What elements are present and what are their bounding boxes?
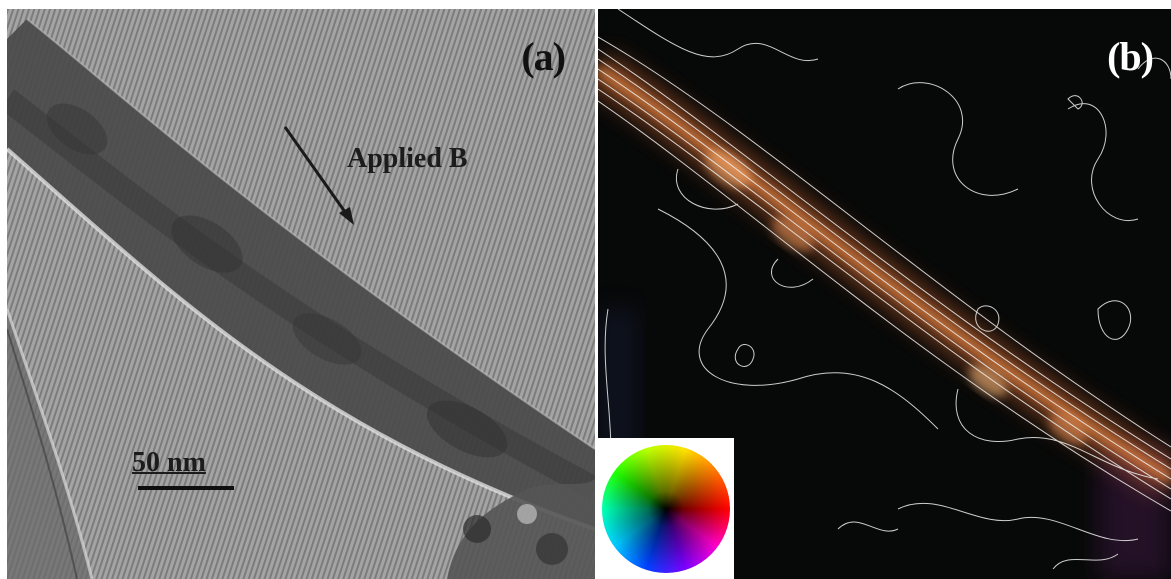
panel-b-label: (b) [1107,34,1154,79]
color-wheel-icon [602,445,730,573]
tem-hologram-panel: (a) Applied B 50 nm [7,9,595,579]
panel-a-label: (a) [521,34,566,79]
hologram-image [7,9,595,579]
scale-bar-label: 50 nm [132,447,206,478]
applied-field-label: Applied B [347,143,468,174]
color-wheel-legend [598,438,734,579]
scale-bar [138,486,234,490]
applied-field-arrow [283,126,352,220]
